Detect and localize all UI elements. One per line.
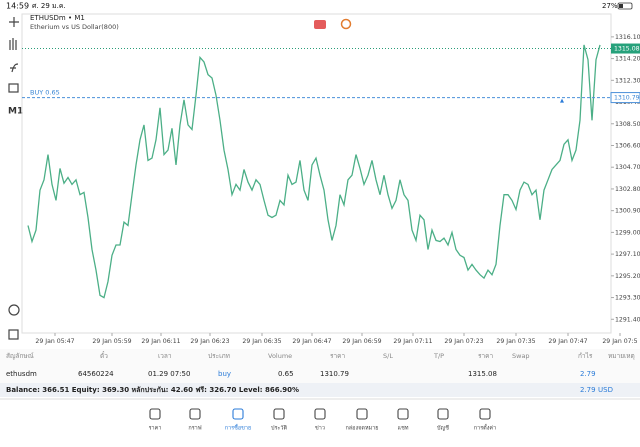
x-tick-label: 29 Jan 06:35: [242, 338, 281, 345]
nav-icon[interactable]: [437, 408, 449, 420]
timeframe[interactable]: M1: [8, 107, 23, 117]
indicator-icon[interactable]: [10, 63, 19, 73]
plot-frame: [21, 13, 612, 334]
column-header: ราคา: [478, 352, 493, 360]
x-tick-label: 29 Jan 05:47: [35, 338, 74, 345]
nav-icon[interactable]: [314, 408, 326, 420]
nav-label[interactable]: กล่องจดหมาย: [345, 426, 378, 432]
toolbar: [8, 17, 20, 340]
connection-icon: [340, 18, 352, 30]
y-tick-label: 1297.10: [615, 251, 640, 258]
description: Etherium vs US Dollar(800): [30, 23, 119, 31]
cell-profit: 2.79: [580, 370, 596, 378]
y-tick-label: 1306.60: [615, 142, 640, 149]
order-label: BUY 0.65: [30, 89, 60, 97]
column-header: Swap: [512, 352, 530, 360]
zoom-icon[interactable]: [8, 304, 20, 316]
summary: Balance: 366.51 Equity: 369.30 หลักประกั…: [6, 386, 299, 394]
y-tick-label: 1314.20: [615, 56, 640, 63]
trade-button[interactable]: [314, 20, 326, 29]
y-tick-label: 1316.10: [615, 34, 640, 41]
x-tick-label: 29 Jan 06:47: [292, 338, 331, 345]
cell-symbol: ethusdm: [6, 370, 37, 378]
nav-icon[interactable]: [149, 408, 161, 420]
y-tick-label: 1300.90: [615, 208, 640, 215]
add-icon[interactable]: [8, 329, 19, 340]
cell-price: 1310.79: [320, 370, 349, 378]
status-date: ศ. 29 ม.ค.: [32, 2, 66, 10]
nav-label[interactable]: ราคา: [149, 426, 162, 432]
nav-label[interactable]: บัญชี: [437, 425, 449, 432]
column-header: S/L: [383, 352, 393, 360]
nav-label[interactable]: การซื้อขาย: [225, 424, 251, 432]
y-tick-label: 1299.00: [615, 229, 640, 236]
cell-volume: 0.65: [278, 370, 294, 378]
status-battery: 27%: [602, 2, 618, 10]
nav-label[interactable]: ข่าว: [315, 426, 325, 432]
y-tick-label: 1302.80: [615, 186, 640, 193]
summary-currency: USD: [598, 386, 613, 394]
nav-icon[interactable]: [479, 408, 491, 420]
current-price-label: 1315.08: [614, 46, 640, 53]
summary-profit: 2.79: [580, 386, 596, 394]
x-tick-label: 29 Jan 07:47: [548, 338, 587, 345]
column-header: T/P: [433, 352, 444, 360]
y-tick-label: 1293.30: [615, 295, 640, 302]
column-header: ประเภท: [208, 352, 230, 360]
column-header: ตั๋ว: [100, 351, 108, 360]
order-marker: [560, 98, 564, 103]
column-header: หมายเหตุ: [608, 352, 635, 360]
cell-ticket: 64560224: [78, 370, 114, 378]
nav-icon[interactable]: [356, 408, 368, 420]
y-tick-label: 1291.40: [615, 316, 640, 323]
y-tick-label: 1308.50: [615, 121, 640, 128]
nav-label[interactable]: แชท: [398, 425, 409, 432]
cell-time: 01.29 07:50: [148, 370, 190, 378]
order-price-label: 1310.79: [614, 95, 640, 102]
nav-icon[interactable]: [273, 408, 285, 420]
x-tick-label: 29 Jan 07:23: [444, 338, 483, 345]
nav-icon[interactable]: [232, 408, 244, 420]
nav-icon[interactable]: [189, 408, 201, 420]
column-header: สัญลักษณ์: [6, 352, 34, 360]
objects-icon[interactable]: [8, 83, 19, 93]
column-header: ราคา: [330, 352, 345, 360]
nav-icon[interactable]: [397, 408, 409, 420]
crosshair-icon[interactable]: [9, 17, 19, 27]
order-price-box: [610, 92, 640, 104]
x-tick-label: 29 Jan 07:11: [393, 338, 432, 345]
column-header: กำไร: [578, 352, 593, 360]
x-tick-label: 29 Jan 06:23: [190, 338, 229, 345]
symbol: ETHUSDm • M1: [30, 14, 85, 22]
price-line: [27, 44, 601, 299]
nav-label[interactable]: การตั้งค่า: [474, 424, 496, 432]
battery-icon: [617, 2, 633, 10]
status-time: 14:59: [6, 2, 29, 11]
y-tick-label: 1295.20: [615, 273, 640, 280]
x-tick-label: 29 Jan 05:59: [92, 338, 131, 345]
summary-bg: [0, 383, 640, 397]
x-tick-label: 29 Jan 07:5: [602, 338, 637, 345]
current-price-box: [611, 43, 640, 54]
nav-label[interactable]: กราฟ: [188, 425, 201, 432]
cell-type: buy: [218, 370, 231, 378]
candles-icon[interactable]: [9, 38, 17, 50]
table-bg: [0, 349, 640, 383]
x-tick-label: 29 Jan 06:11: [141, 338, 180, 345]
cell-current: 1315.08: [468, 370, 497, 378]
y-tick-label: 1312.30: [615, 77, 640, 84]
column-header: Volume: [268, 352, 292, 360]
column-header: เวลา: [158, 352, 172, 360]
y-tick-label: 1304.70: [615, 164, 640, 171]
nav-label[interactable]: ประวัติ: [271, 425, 287, 432]
x-tick-label: 29 Jan 06:59: [342, 338, 381, 345]
battery-level: [619, 4, 623, 8]
x-tick-label: 29 Jan 07:35: [496, 338, 535, 345]
